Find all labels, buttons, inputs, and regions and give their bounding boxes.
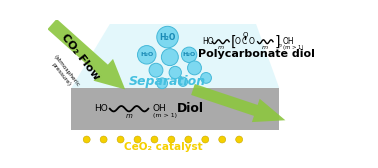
Circle shape: [168, 136, 175, 143]
Text: m: m: [125, 113, 132, 119]
Text: (m > 1): (m > 1): [283, 45, 303, 50]
Text: O: O: [235, 37, 240, 46]
Circle shape: [83, 136, 90, 143]
Text: HO: HO: [202, 37, 214, 46]
Text: O: O: [249, 37, 254, 46]
Polygon shape: [191, 84, 285, 122]
Text: n: n: [278, 43, 282, 48]
Circle shape: [178, 77, 187, 86]
Text: H₂O: H₂O: [183, 52, 196, 57]
Text: C: C: [242, 37, 247, 46]
Polygon shape: [47, 19, 125, 89]
FancyBboxPatch shape: [71, 88, 279, 130]
Circle shape: [100, 136, 107, 143]
Text: Polycarbonate diol: Polycarbonate diol: [198, 49, 314, 59]
Text: CeO₂ catalyst: CeO₂ catalyst: [124, 142, 203, 152]
Text: ]: ]: [274, 35, 280, 49]
Text: [: [: [231, 35, 236, 49]
Circle shape: [236, 136, 243, 143]
Circle shape: [138, 46, 156, 64]
Text: H₂O: H₂O: [140, 52, 153, 57]
Polygon shape: [71, 24, 279, 88]
Text: (m > 1): (m > 1): [153, 113, 177, 118]
Circle shape: [187, 61, 201, 75]
Circle shape: [202, 136, 209, 143]
Circle shape: [201, 73, 211, 83]
Text: OH: OH: [283, 37, 295, 46]
Circle shape: [117, 136, 124, 143]
Circle shape: [219, 136, 226, 143]
Circle shape: [149, 63, 163, 77]
Circle shape: [161, 49, 178, 66]
Text: O: O: [243, 32, 248, 38]
Text: Diol: Diol: [177, 102, 204, 115]
Circle shape: [151, 136, 158, 143]
Text: H₂O: H₂O: [160, 33, 176, 42]
Text: CO₂ Flow: CO₂ Flow: [60, 32, 102, 82]
Text: OH: OH: [153, 104, 167, 113]
Circle shape: [185, 136, 192, 143]
Circle shape: [169, 66, 181, 79]
Circle shape: [157, 78, 167, 89]
Circle shape: [157, 26, 178, 48]
Text: HO: HO: [94, 104, 107, 113]
Text: m: m: [218, 45, 224, 50]
Text: Separation: Separation: [129, 75, 206, 88]
Text: m: m: [262, 45, 268, 50]
Circle shape: [134, 136, 141, 143]
Text: (atmospheric
pressure): (atmospheric pressure): [47, 54, 80, 91]
Circle shape: [181, 47, 197, 62]
